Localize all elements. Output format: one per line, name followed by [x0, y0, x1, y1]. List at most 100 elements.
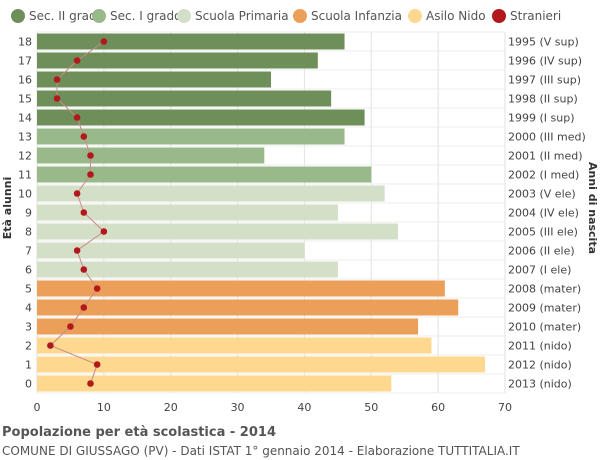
age-label: 0: [25, 378, 32, 391]
age-label: 7: [25, 245, 32, 258]
stranieri-point-age-18: [100, 38, 108, 45]
legend-marker: [492, 9, 506, 23]
chart-subtitle: COMUNE DI GIUSSAGO (PV) - Dati ISTAT 1° …: [2, 444, 520, 458]
stranieri-point-age-10: [73, 190, 81, 197]
legend: Sec. II grado Sec. I grado Scuola Primaria…: [11, 9, 561, 23]
age-label: 6: [25, 264, 32, 277]
birth-year-label: 1995 (V sup): [508, 36, 579, 49]
x-axis-labels: 0 10 20 30 40 50 60 70: [34, 401, 513, 414]
birth-year-label: 1996 (IV sup): [508, 55, 582, 68]
legend-label: Sec. II grado: [29, 9, 104, 23]
age-label: 14: [18, 112, 32, 125]
y-axis-title-left: Età alunni: [1, 177, 14, 239]
stranieri-point-age-11: [87, 171, 94, 178]
age-label: 1: [25, 359, 32, 372]
birth-year-label: 2001 (II med): [508, 150, 583, 163]
bar-age-9: [37, 204, 338, 221]
age-label: 12: [18, 150, 32, 163]
bar-age-13: [37, 128, 345, 145]
birth-year-label: 2008 (mater): [508, 283, 581, 296]
legend-marker: [293, 9, 307, 23]
birth-year-label: 2005 (III ele): [508, 226, 578, 239]
stranieri-point-age-0: [87, 380, 94, 387]
bar-age-11: [37, 166, 372, 183]
x-tick-label: 50: [364, 401, 378, 414]
stranieri-point-age-13: [80, 133, 88, 140]
age-label: 4: [25, 302, 32, 315]
x-tick-label: 70: [498, 401, 512, 414]
bar-age-7: [37, 242, 305, 259]
birth-year-label: 1999 (I sup): [508, 112, 575, 125]
stranieri-point-age-15: [53, 95, 61, 102]
legend-label: Scuola Primaria: [195, 9, 289, 23]
bar-age-14: [37, 109, 365, 126]
age-label: 3: [25, 321, 32, 334]
age-label: 2: [25, 340, 32, 353]
birth-year-label: 2012 (nido): [508, 359, 572, 372]
birth-year-label: 1998 (II sup): [508, 93, 578, 106]
age-label: 16: [18, 74, 32, 87]
bar-age-3: [37, 318, 419, 335]
bars: [37, 33, 485, 392]
stranieri-point-age-4: [80, 304, 88, 311]
bar-age-6: [37, 261, 338, 278]
bar-age-2: [37, 337, 432, 354]
x-tick-label: 30: [231, 401, 245, 414]
legend-marker: [92, 9, 106, 23]
legend-marker: [408, 9, 422, 23]
stranieri-point-age-17: [73, 57, 81, 64]
legend-label: Sec. I grado: [110, 9, 181, 23]
stranieri-point-age-2: [47, 342, 54, 349]
school-age-population-chart: Sec. II grado Sec. I grado Scuola Primaria…: [1, 9, 599, 414]
age-label: 18: [18, 36, 32, 49]
age-label: 17: [18, 55, 32, 68]
age-label: 9: [25, 207, 32, 220]
birth-year-label: 2009 (mater): [508, 302, 581, 315]
bar-age-0: [37, 375, 392, 392]
y-axis-title-right: Anni di nascita: [586, 162, 599, 254]
stranieri-series: [47, 38, 108, 387]
age-label: 5: [25, 283, 32, 296]
age-label: 8: [25, 226, 32, 239]
birth-year-label: 2003 (V ele): [508, 188, 576, 201]
x-tick-label: 60: [431, 401, 445, 414]
stranieri-point-age-3: [67, 323, 74, 330]
bar-age-8: [37, 223, 399, 240]
bar-age-16: [37, 71, 271, 88]
birth-year-label: 2007 (I ele): [508, 264, 571, 277]
legend-marker: [177, 9, 191, 23]
legend-marker: [11, 9, 25, 23]
age-label: 10: [18, 188, 32, 201]
legend-label: Stranieri: [510, 9, 561, 23]
bar-age-15: [37, 90, 332, 107]
x-tick-label: 40: [297, 401, 311, 414]
bar-age-17: [37, 52, 318, 69]
birth-year-label: 2010 (mater): [508, 321, 581, 334]
stranieri-point-age-9: [80, 209, 88, 216]
birth-year-label: 2006 (II ele): [508, 245, 575, 258]
age-label: 11: [18, 169, 32, 182]
stranieri-point-age-14: [73, 114, 81, 121]
bar-age-10: [37, 185, 385, 202]
bar-age-4: [37, 299, 459, 316]
age-label: 15: [18, 93, 32, 106]
age-label: 13: [18, 131, 32, 144]
x-tick-label: 10: [97, 401, 111, 414]
legend-label: Asilo Nido: [426, 9, 486, 23]
stranieri-point-age-5: [93, 285, 101, 292]
y-axis-labels: 18 1995 (V sup)17 1996 (IV sup)16 1997 (III…: [18, 36, 586, 391]
birth-year-label: 2004 (IV ele): [508, 207, 579, 220]
birth-year-label: 2002 (I med): [508, 169, 579, 182]
birth-year-label: 1997 (III sup): [508, 74, 581, 87]
birth-year-label: 2013 (nido): [508, 378, 572, 391]
stranieri-point-age-6: [80, 266, 88, 273]
legend-label: Scuola Infanzia: [311, 9, 402, 23]
stranieri-point-age-12: [87, 152, 94, 159]
stranieri-point-age-16: [53, 76, 61, 83]
stranieri-point-age-1: [93, 361, 101, 368]
bar-age-5: [37, 280, 445, 297]
x-tick-label: 20: [164, 401, 178, 414]
birth-year-label: 2000 (III med): [508, 131, 586, 144]
bar-age-12: [37, 147, 265, 164]
bar-age-1: [37, 356, 485, 373]
